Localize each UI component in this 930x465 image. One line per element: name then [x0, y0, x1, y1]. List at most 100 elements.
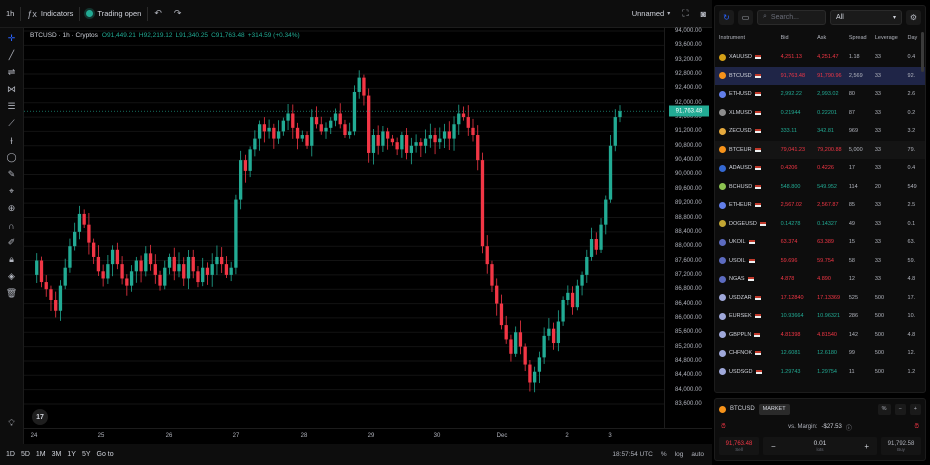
measure-tool[interactable]: ⌖: [2, 183, 22, 200]
undo-button[interactable]: ↶: [148, 0, 168, 28]
percent-tab[interactable]: %: [877, 403, 891, 415]
watchlist-row[interactable]: NGAS 4.878 4.890 12 33 4.8: [715, 270, 925, 289]
ask-cell: 4,251.47: [817, 54, 839, 61]
price-axis[interactable]: 94,000.00 93,600.00 93,200.00 92,800.00 92,4…: [664, 28, 712, 428]
column-bid[interactable]: Bid: [780, 35, 789, 41]
watchlist-row[interactable]: USDZAR 17.12840 17.13369 525 500 17.: [715, 289, 925, 308]
column-leverage[interactable]: Leverage: [874, 35, 898, 41]
log-toggle[interactable]: log: [674, 451, 684, 458]
search-input[interactable]: ⌕ Search...: [757, 9, 826, 25]
pattern-tool[interactable]: ⋈: [2, 81, 22, 98]
refresh-button[interactable]: ↻: [719, 9, 734, 25]
order-symbol[interactable]: BTCUSD: [730, 406, 755, 412]
buy-button[interactable]: 91,792.58 Buy: [881, 437, 921, 455]
column-instrument[interactable]: Instrument: [719, 35, 745, 41]
screenshot-button[interactable]: ◙: [695, 0, 712, 28]
plus-tab[interactable]: +: [909, 403, 921, 415]
time-axis[interactable]: 24 25 26 27 28 29 30 Dec 2 3: [24, 428, 712, 444]
spread-cell: 85: [848, 202, 855, 209]
indicators-button[interactable]: ƒx Indicators: [21, 0, 79, 28]
text-tool[interactable]: ✎: [2, 166, 22, 183]
candle-body: [532, 371, 537, 383]
candle-body: [618, 111, 622, 118]
watchlist-row[interactable]: ZECUSD 333.11 342.81 969 33 3.2: [715, 122, 925, 141]
zoom-tool[interactable]: ⊕: [2, 200, 22, 217]
interval-button[interactable]: 1h: [6, 9, 15, 18]
shapes-tool[interactable]: ◯: [2, 149, 22, 166]
plus-icon[interactable]: +: [864, 441, 869, 451]
range-1m-button[interactable]: 1M: [35, 451, 46, 458]
price-tick-label: 84,400.00: [675, 372, 702, 379]
legend-close: C91,763.48: [211, 31, 245, 39]
market-tab[interactable]: MARKET: [758, 403, 790, 415]
projection-tool[interactable]: ⟋: [2, 115, 22, 132]
watchlist-row[interactable]: BCHUSD 548.800 549.952 114 20 549: [715, 178, 925, 197]
fib-tool[interactable]: ☰: [2, 98, 22, 115]
watchlist-row[interactable]: XAUUSD 4,251.13 4,251.47 1.18 33 0.4: [715, 48, 925, 67]
divider: [20, 6, 22, 21]
watchlist-row[interactable]: DOGEUSD 0.14278 0.14327 49 33 0.1: [715, 215, 925, 234]
quantity-stepper[interactable]: − 0.01 lots +: [763, 437, 877, 455]
range-1y-button[interactable]: 1Y: [67, 451, 76, 458]
quantity-value[interactable]: 0.01: [813, 440, 827, 447]
watchlist-row[interactable]: XLMUSD 0.21944 0.22201 87 33 0.2: [715, 104, 925, 123]
range-3m-button[interactable]: 3M: [51, 451, 62, 458]
watchlist-row[interactable]: ETHEUR 2,567.02 2,567.87 85 33 2.5: [715, 196, 925, 215]
watchlist-row[interactable]: GBPPLN 4.81398 4.81540 142 500 4.8: [715, 326, 925, 345]
scrollbar[interactable]: [921, 32, 924, 72]
list-button[interactable]: ▭: [738, 9, 753, 25]
column-ask[interactable]: Ask: [817, 35, 827, 41]
clock[interactable]: 18:57:54 UTC: [612, 451, 653, 458]
range-5d-button[interactable]: 5D: [20, 451, 30, 458]
minus-icon[interactable]: −: [771, 441, 776, 451]
column-spread[interactable]: Spread: [848, 35, 867, 41]
instrument-cell: ETHEUR: [719, 201, 781, 209]
candle-body: [186, 256, 191, 279]
hide-drawings-tool[interactable]: ◈: [2, 268, 22, 285]
hints-tool[interactable]: 💡︎: [2, 415, 22, 432]
lock-drawings-tool[interactable]: 🔒︎: [2, 251, 22, 268]
flag-icon: [754, 110, 761, 115]
tradingview-logo[interactable]: 17: [32, 409, 48, 425]
fullscreen-button[interactable]: ⛶: [676, 0, 694, 28]
percent-toggle[interactable]: %: [660, 451, 667, 458]
layout-name-button[interactable]: Unnamed ▾: [626, 0, 677, 28]
magnet-tool[interactable]: ∩: [2, 217, 22, 234]
bid-cell: 79,041.23: [780, 146, 806, 153]
brush-tool[interactable]: Ɨ: [2, 132, 22, 149]
minus-tab[interactable]: −: [894, 403, 906, 415]
watchlist-row[interactable]: ADAUSD 0.4206 0.4226 17 33 0.4: [715, 159, 925, 178]
range-1d-button[interactable]: 1D: [6, 451, 15, 458]
sell-button[interactable]: 91,763.48 Sell: [719, 437, 759, 455]
redo-button[interactable]: ↷: [168, 0, 188, 28]
ruler-icon: ⌖: [8, 186, 15, 196]
horizontal-line-tool[interactable]: ⇌: [2, 64, 22, 81]
range-5y-button[interactable]: 5Y: [81, 451, 91, 458]
delete-drawings-tool[interactable]: 🗑︎: [2, 285, 22, 302]
column-day[interactable]: Day: [907, 35, 918, 41]
watchlist-row[interactable]: USDSGD 1.29743 1.29754 11 500 1.2: [715, 363, 925, 382]
watchlist-row[interactable]: EURSEK 10.93664 10.96321 286 500 10.: [715, 307, 925, 326]
watchlist-row[interactable]: UKOIL 63.374 63.389 15 33 63.: [715, 233, 925, 252]
goto-button[interactable]: Go to: [96, 451, 114, 458]
trading-status[interactable]: Trading open: [80, 0, 147, 28]
watchlist-row[interactable]: BTCEUR 79,041.23 79,200.88 5,000 33 79.: [715, 140, 925, 159]
chart-legend: BTCUSD · 1h · Cryptos O91,449.21 H92,219…: [30, 28, 303, 42]
spread-cell: 99: [848, 350, 855, 357]
ask-cell: 79,200.88: [817, 146, 842, 153]
candlestick-chart[interactable]: [24, 28, 664, 428]
auto-toggle[interactable]: auto: [691, 451, 704, 458]
chart-pane[interactable]: [24, 28, 664, 428]
watchlist-row[interactable]: CHFNOK 12.6081 12.6180 99 500 12.: [715, 344, 925, 363]
candle-body: [442, 131, 447, 139]
filter-select[interactable]: All ▾: [830, 9, 902, 25]
watchlist-row[interactable]: USOIL 59.696 59.754 58 33 59.: [715, 252, 925, 271]
watchlist-row[interactable]: BTCUSD 91,763.48 91,790.96 2,569 33 92.: [715, 66, 925, 85]
crosshair-tool[interactable]: ✛: [2, 30, 22, 47]
spread-cell: 87: [848, 109, 855, 116]
settings-button[interactable]: ⚙: [906, 9, 921, 25]
trendline-tool[interactable]: ╱: [2, 47, 22, 64]
candle-body: [419, 142, 423, 146]
stay-drawing-tool[interactable]: ✐: [2, 234, 22, 251]
watchlist-row[interactable]: ETHUSD 2,992.22 2,993.02 80 33 2.6: [715, 85, 925, 104]
